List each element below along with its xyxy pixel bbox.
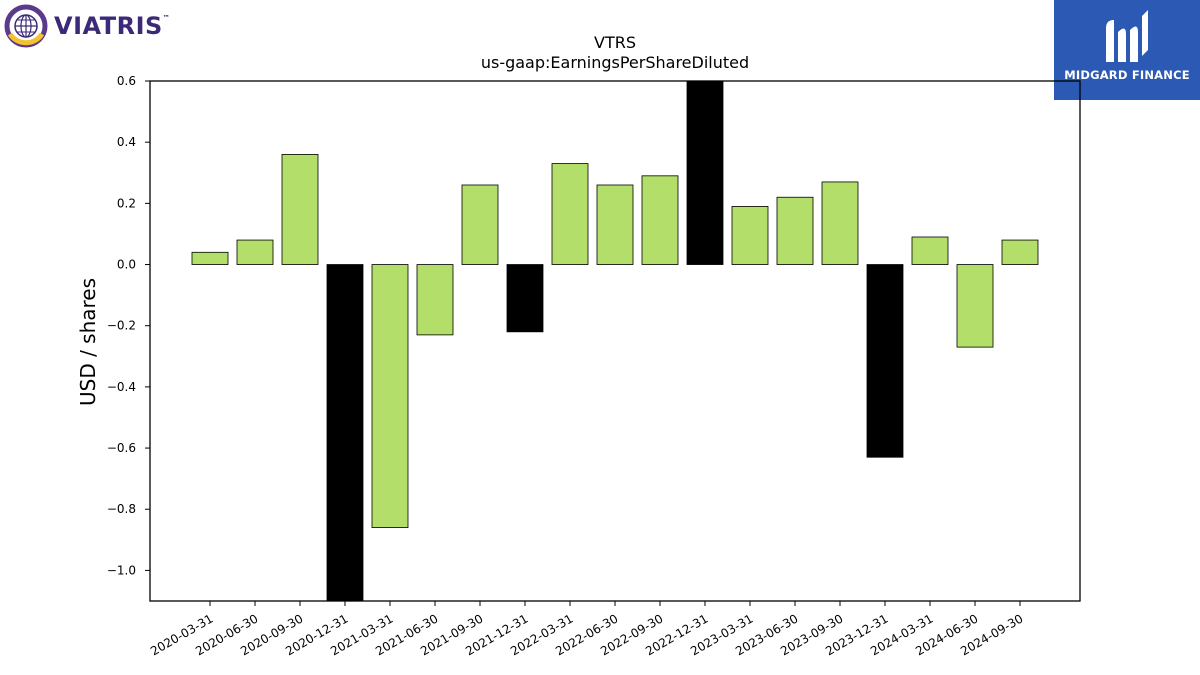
bar-2024-09-30 [1001, 239, 1039, 265]
midgard-wordmark: MIDGARD FINANCE [1064, 68, 1190, 82]
bar-2021-09-30 [461, 184, 499, 265]
plot-frame [149, 80, 1081, 602]
bar-2023-06-30 [776, 196, 814, 265]
y-axis-ticks: 0.6 0.4 0.2 0.0 −0.2 −0.4 −0.6 −0.8 −1.0 [107, 74, 150, 577]
bar-2020-12-31 [326, 264, 364, 602]
bar-2024-06-30 [956, 264, 994, 348]
bar-2024-03-31 [911, 236, 949, 265]
bar-2022-12-31 [686, 80, 724, 265]
bar-2020-03-31 [191, 251, 229, 265]
y-tick-label: −0.8 [107, 502, 136, 516]
y-axis-label: USD / shares [76, 278, 100, 406]
bar-series [191, 80, 1039, 602]
bar-2022-03-31 [551, 163, 589, 265]
y-tick-label: −0.2 [107, 319, 136, 333]
viatris-wordmark: VIATRIS™ [54, 12, 171, 40]
bar-2020-06-30 [236, 239, 274, 265]
viatris-logo: VIATRIS™ [4, 4, 174, 48]
chart-title: VTRS [594, 33, 636, 52]
y-tick-label: −1.0 [107, 563, 136, 577]
bar-2021-12-31 [506, 264, 544, 333]
y-tick-label: 0.6 [117, 74, 136, 88]
bar-2022-09-30 [641, 175, 679, 265]
bar-2023-09-30 [821, 181, 859, 265]
bar-2023-03-31 [731, 206, 769, 265]
bar-2021-03-31 [371, 264, 409, 528]
bar-2020-09-30 [281, 154, 319, 265]
midgard-mark-icon [1106, 10, 1148, 63]
y-tick-label: 0.4 [117, 135, 136, 149]
viatris-globe-icon [4, 4, 48, 48]
bar-2022-06-30 [596, 184, 634, 265]
y-tick-label: −0.6 [107, 441, 136, 455]
bar-2021-06-30 [416, 264, 454, 336]
chart-subtitle: us-gaap:EarningsPerShareDiluted [481, 53, 749, 72]
y-tick-label: 0.2 [117, 196, 136, 210]
y-tick-label: 0.0 [117, 258, 136, 272]
midgard-finance-logo: MIDGARD FINANCE [1054, 0, 1200, 100]
bar-2023-12-31 [866, 264, 904, 458]
y-tick-label: −0.4 [107, 380, 136, 394]
x-axis-ticks: 2020-03-312020-06-302020-09-302020-12-31… [148, 601, 1026, 658]
